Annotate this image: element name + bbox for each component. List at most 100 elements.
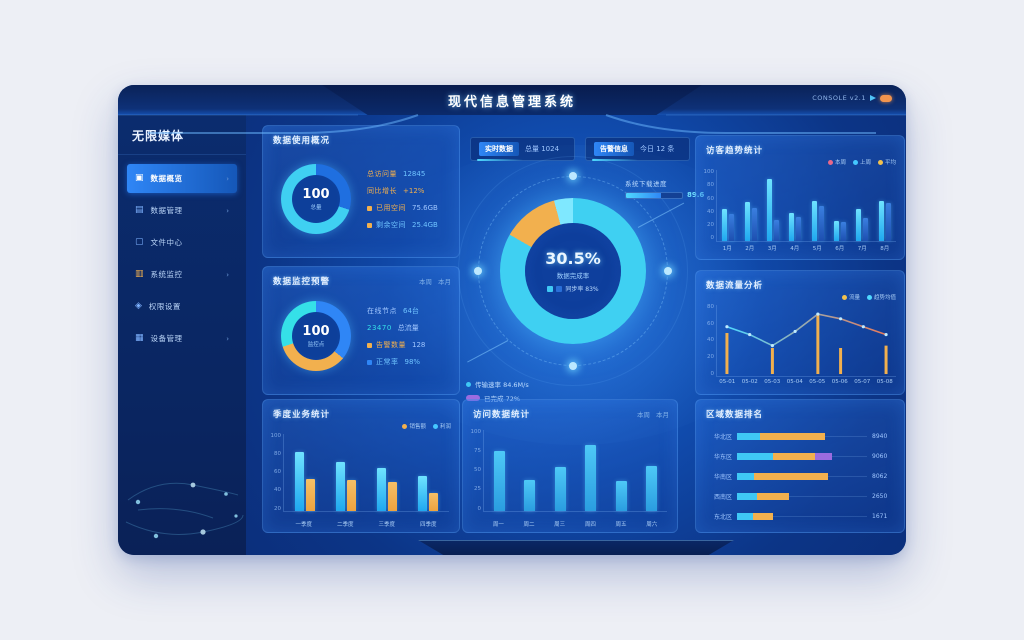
legend-label: 上周 [859, 160, 871, 166]
sidebar-item[interactable]: ▢ 文件中心 [127, 228, 237, 257]
panel-visitors: 访客趋势统计 本周 上周 平均 100 80 60 40 20 0 1月 2月 3月 4月 5月 6月 7… [695, 135, 905, 260]
constellation-decoration [125, 482, 244, 539]
hbar-value: 8062 [872, 472, 888, 480]
dashboard-icon: ▣ [135, 173, 144, 183]
stat-dot-icon [367, 342, 372, 348]
hbar-segment [737, 472, 754, 480]
header-center-band [322, 85, 702, 115]
x-tick-label: 05-08 [876, 379, 893, 385]
sidebar-item[interactable]: ▣ 数据概览 › [127, 164, 237, 193]
panel-usage: 数据使用概况 100 总量 总访问量 12845 同比增长 +12% 已用空间 75.6G… [262, 125, 460, 258]
gauge-legend-text: 同步率 83% [565, 286, 599, 293]
panel-quarter-title: 季度业务统计 [273, 410, 331, 420]
hbar-track [737, 512, 867, 520]
x-tick-label: 2月 [745, 246, 755, 252]
legend-dot-icon [402, 423, 408, 429]
panel-link[interactable]: 本月 [656, 411, 669, 419]
hbar-segment [753, 472, 828, 480]
stat-label: 已用空间 [376, 204, 406, 212]
sidebar-item[interactable]: ◈ 权限设置 [127, 292, 237, 321]
panel-link[interactable]: 本周 [419, 278, 432, 286]
panel-link[interactable]: 本月 [438, 278, 451, 286]
progress-value: 89.6 [687, 191, 704, 199]
bar [615, 481, 627, 511]
panel-visits-title: 访问数据统计 [473, 410, 531, 420]
transfer-annotation: 传输速率 84.6M/s 已完成 72% [466, 375, 529, 407]
stat-value: 总流量 [397, 324, 419, 332]
hbar-row: 西南区 2650 [704, 492, 896, 501]
sidebar-item[interactable]: ▤ 数据管理 › [127, 196, 237, 225]
monitor-donut-value: 100 [302, 324, 330, 339]
x-tick-label: 8月 [880, 246, 890, 252]
sidebar-item[interactable]: ▦ 设备管理 › [127, 324, 237, 353]
stat-row: 剩余空间 25.4GB [367, 220, 451, 230]
hbar-track [737, 432, 867, 440]
stat-value: 75.6GB [412, 204, 438, 212]
hbar-track [737, 452, 867, 460]
legend-dot-icon [852, 159, 858, 165]
y-tick-label: 40 [707, 337, 714, 344]
y-tick-label: 40 [274, 487, 281, 494]
annotation-row: 传输速率 84.6M/s [466, 379, 529, 389]
y-tick-label: 0 [710, 370, 715, 377]
folder-icon: ▢ [135, 237, 144, 247]
chevron-right-icon: › [226, 206, 229, 215]
header-right: CONSOLE v2.1 [812, 94, 892, 102]
x-tick-label: 周四 [584, 522, 596, 528]
stat-label: 同比增长 [367, 187, 397, 195]
x-tick-label: 一季度 [295, 522, 312, 528]
hbar-label: 华东区 [713, 453, 732, 461]
bar [305, 478, 315, 511]
brand-title: 无限媒体 [118, 115, 246, 155]
panel-visits: 访问数据统计 本周 本月 100 75 50 25 0 周一 周二 周三 周四 周五 周六 [462, 399, 678, 533]
pill-chip: 实时数据 [479, 142, 519, 156]
bar [789, 212, 795, 241]
hbar-track [737, 492, 867, 500]
progress-fill [626, 192, 661, 198]
bar-group [493, 430, 505, 511]
panel-flow-title: 数据流量分析 [706, 281, 764, 291]
y-tick-label: 100 [270, 433, 282, 439]
visitors-legend: 本周 上周 平均 [827, 158, 896, 166]
stat-value: 64台 [403, 307, 419, 315]
y-tick-label: 0 [710, 235, 715, 242]
y-tick-label: 60 [707, 320, 714, 327]
gauge-value: 30.5% [545, 249, 601, 268]
legend-item: 利润 [432, 422, 451, 430]
stat-row: 在线节点 64台 [367, 306, 451, 316]
quarter-bar-chart: 100 80 60 40 20 [269, 433, 449, 512]
header-right-text: CONSOLE v2.1 [812, 94, 866, 102]
panel-link[interactable]: 本周 [637, 411, 650, 419]
stat-label: 剩余空间 [376, 221, 406, 229]
bar [878, 200, 884, 241]
x-tick-label: 6月 [835, 246, 845, 252]
stat-label: 23470 [367, 324, 392, 332]
panel-flow: 数据流量分析 流量 趋势均值 80 60 40 20 0 05-01 05-02 05-03 0… [695, 270, 905, 395]
sidebar-item[interactable]: ▥ 系统监控 › [127, 260, 237, 289]
connector-line-bottom [467, 340, 509, 363]
stat-pill-alerts[interactable]: 告警信息 今日 12 条 [585, 137, 690, 161]
status-toggle-icon[interactable] [880, 94, 892, 102]
stat-row: 已用空间 75.6GB [367, 203, 451, 213]
bar [841, 221, 847, 241]
stat-pill-realtime[interactable]: 实时数据 总量 1024 [470, 137, 575, 161]
bar [751, 208, 757, 241]
bar [722, 209, 728, 241]
window-header: 现代信息管理系统 CONSOLE v2.1 [118, 85, 906, 134]
bar [524, 480, 536, 511]
hbar-label: 华南区 [713, 473, 732, 481]
bar [773, 219, 779, 241]
flow-legend: 流量 趋势均值 [841, 293, 896, 301]
y-tick-label: 60 [707, 195, 714, 202]
legend-label: 销售额 [409, 424, 426, 430]
hbar-track [737, 472, 867, 480]
bar [796, 216, 802, 241]
x-tick-label: 5月 [812, 246, 822, 252]
marker-dot-icon [466, 381, 471, 387]
hbar-segment [737, 492, 757, 500]
sidebar-item-label: 系统监控 [150, 270, 183, 279]
stat-row: 告警数量 128 [367, 340, 451, 350]
bar [346, 480, 356, 511]
bar-group [834, 170, 847, 241]
y-tick-label: 20 [707, 222, 714, 229]
